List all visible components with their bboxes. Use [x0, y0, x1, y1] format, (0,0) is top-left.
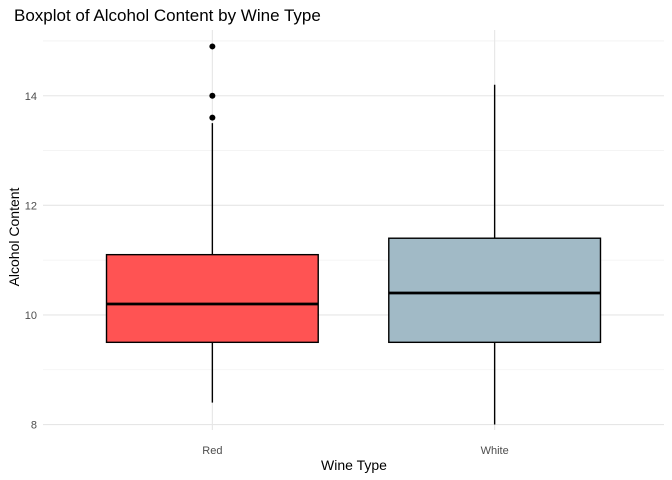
x-axis-title: Wine Type — [321, 457, 387, 473]
box-body — [388, 237, 602, 344]
y-axis-ticks: 8 10 12 14 — [25, 91, 37, 432]
outlier-point — [209, 114, 216, 121]
grid — [43, 30, 664, 430]
x-tick-label: Red — [202, 445, 222, 457]
x-tick-label: White — [481, 445, 509, 457]
box-body — [105, 253, 319, 344]
boxes — [105, 43, 602, 425]
box-white — [388, 84, 602, 425]
y-tick-label: 8 — [31, 420, 37, 432]
outlier-point — [209, 92, 216, 99]
y-tick-label: 12 — [25, 200, 37, 212]
x-axis-ticks: Red White — [202, 445, 508, 457]
chart-title: Boxplot of Alcohol Content by Wine Type — [14, 6, 321, 25]
y-tick-label: 10 — [25, 310, 37, 322]
y-tick-label: 14 — [25, 91, 37, 103]
y-axis-title: Alcohol Content — [6, 187, 22, 286]
outlier-point — [209, 43, 216, 50]
box-red — [105, 43, 319, 403]
